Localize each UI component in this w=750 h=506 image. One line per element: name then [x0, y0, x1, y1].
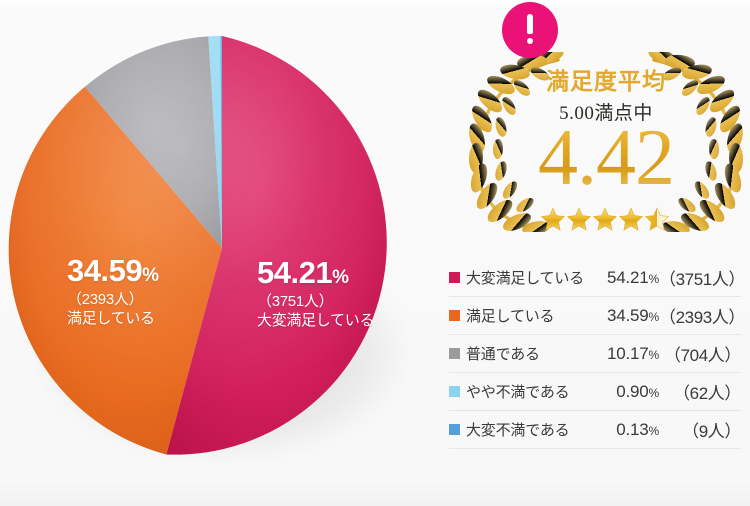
badge-title: 満足度平均	[546, 68, 666, 94]
laurel-wreath-icon	[468, 52, 744, 232]
legend-swatch-icon	[449, 386, 460, 397]
legend-count: （9人）	[682, 422, 741, 441]
legend-label: 普通である	[466, 346, 540, 363]
legend-swatch-icon	[449, 424, 460, 435]
legend: 大変満足している 54.21% （3751人） 満足している 34.59% （2…	[449, 259, 746, 449]
legend-percent: 0.13%	[616, 419, 659, 439]
legend-swatch-icon	[449, 272, 460, 283]
legend-percent: 34.59%	[606, 305, 659, 325]
star-1	[540, 207, 566, 231]
average-score-badge: 満足度平均 5.00満点中 4.42	[462, 0, 750, 245]
legend-row-neutral[interactable]: 普通である 10.17% （704人）	[449, 335, 741, 373]
legend-count: （2393人）	[659, 308, 746, 327]
pie-gloss-overlay	[10, 36, 434, 460]
legend-count: （3751人）	[659, 270, 746, 289]
legend-row-satisfied[interactable]: 満足している 34.59% （2393人）	[449, 297, 746, 335]
laurel-leaves-right	[648, 52, 744, 232]
exclamation-dot	[527, 38, 533, 44]
star-5-half	[644, 207, 670, 231]
legend-count: （704人）	[664, 346, 741, 365]
star-rating	[462, 205, 750, 238]
exclamation-bubble-icon	[502, 2, 558, 58]
star-4	[618, 207, 644, 231]
legend-swatch-icon	[449, 348, 460, 359]
legend-swatch-icon	[449, 310, 460, 321]
badge-score-value: 4.42	[462, 118, 750, 198]
legend-label: 大変満足している	[466, 270, 584, 287]
legend-percent: 0.90%	[616, 381, 659, 401]
star-rating-icon	[540, 207, 670, 231]
legend-label: 大変不満である	[466, 422, 570, 439]
legend-percent: 10.17%	[606, 343, 659, 363]
legend-row-somewhat-dissatisfied[interactable]: やや不満である 0.90% （62人）	[449, 373, 741, 411]
pie-chart: 54.21% （3751人） 大変満足している 34.59% （2393人） 満…	[7, 33, 437, 465]
legend-row-very-satisfied[interactable]: 大変満足している 54.21% （3751人）	[449, 259, 746, 297]
legend-label: やや不満である	[466, 384, 570, 401]
legend-count: （62人）	[673, 384, 741, 403]
star-3	[592, 207, 618, 231]
badge-subtitle: 5.00満点中	[559, 103, 653, 124]
pie-chart-svg	[8, 35, 434, 460]
laurel-leaves-left	[468, 52, 564, 232]
legend-percent: 54.21%	[606, 267, 659, 287]
star-2	[566, 207, 592, 231]
exclamation-bar	[527, 14, 533, 34]
legend-label: 満足している	[466, 308, 555, 325]
legend-row-very-dissatisfied[interactable]: 大変不満である 0.13% （9人）	[449, 411, 741, 449]
